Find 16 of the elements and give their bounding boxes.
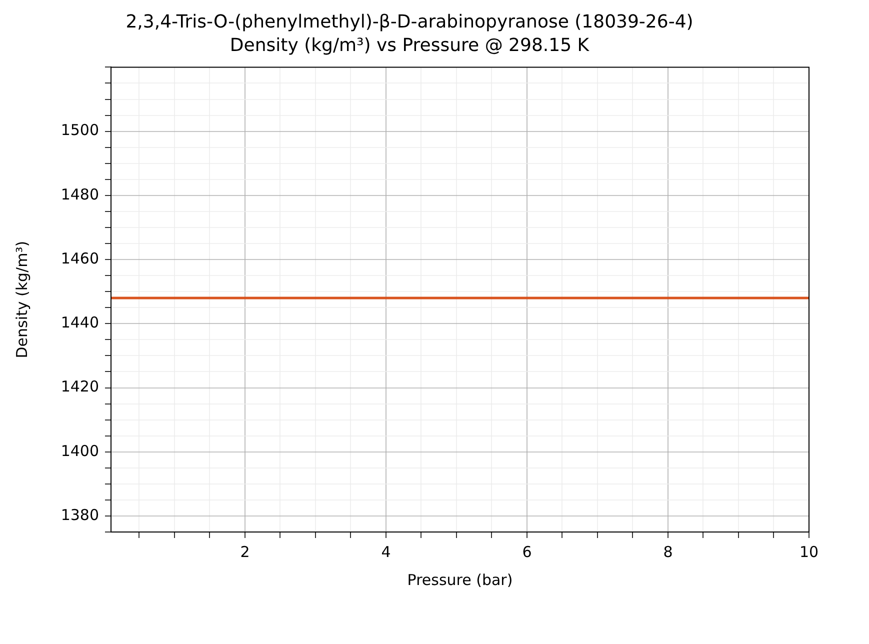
x-tick-label: 10 [799,542,819,561]
x-tick-label: 4 [381,542,391,561]
chart-subtitle: Density (kg/m³) vs Pressure @ 298.15 K [230,35,590,56]
y-tick-label: 1500 [60,121,99,140]
x-tick-label: 8 [663,542,673,561]
x-tick-label: 6 [522,542,532,561]
x-tick-label: 2 [240,542,250,561]
y-tick-label: 1400 [60,442,99,460]
y-axis-title: Density (kg/m³) [12,240,31,358]
x-axis-title: Pressure (bar) [407,570,513,589]
y-tick-label: 1440 [60,314,99,332]
y-tick-label: 1420 [60,378,99,396]
chart-title: 2,3,4-Tris-O-(phenylmethyl)-β-D-arabinopyranose (18039-26-4) [126,11,694,32]
y-tick-label: 1480 [60,185,99,204]
y-tick-label: 1460 [60,249,99,268]
y-tick-label: 1380 [60,506,99,524]
